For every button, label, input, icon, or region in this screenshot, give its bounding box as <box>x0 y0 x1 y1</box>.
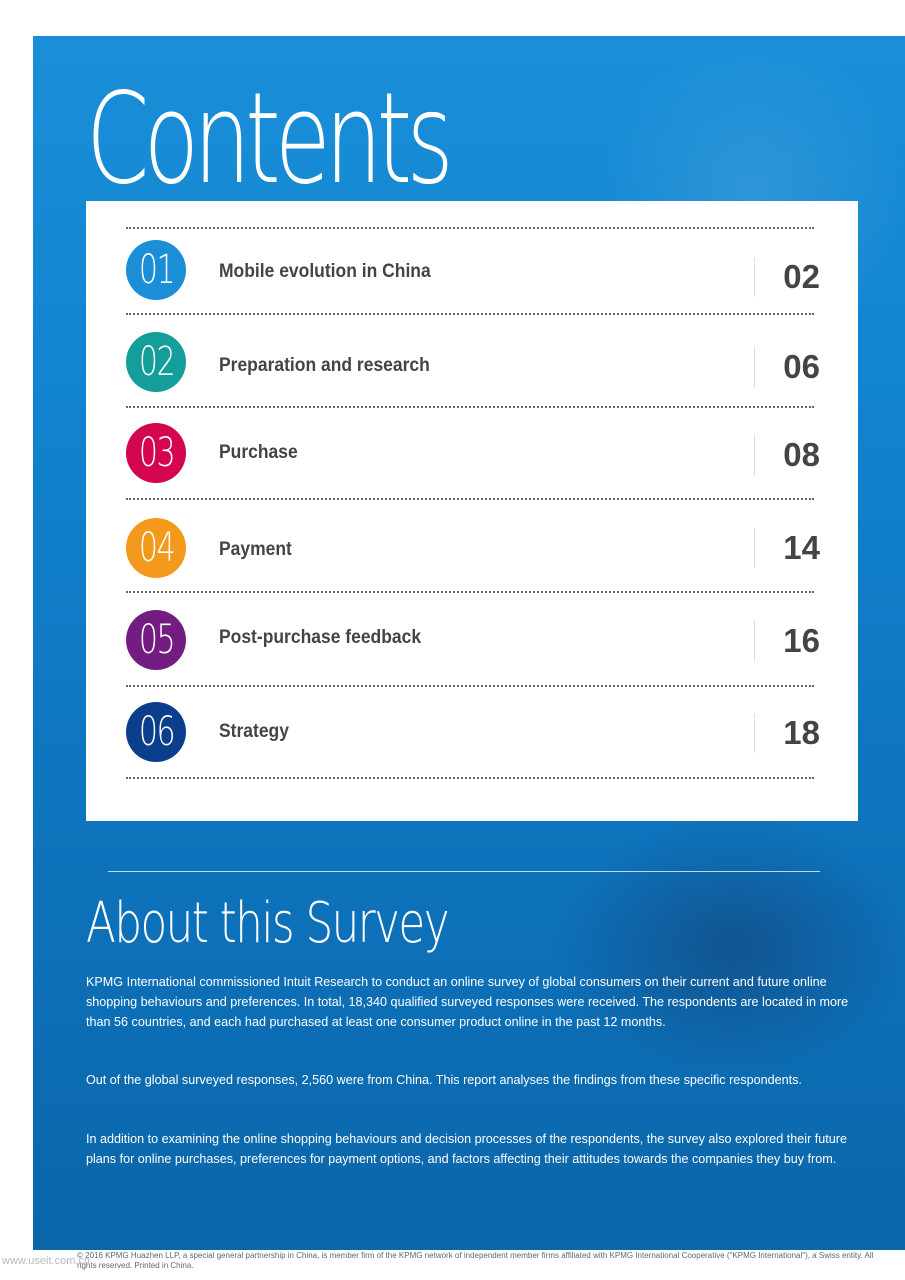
dotted-separator <box>126 406 814 408</box>
toc-divider <box>754 621 755 661</box>
about-paragraph-2: Out of the global surveyed responses, 2,… <box>86 1073 802 1087</box>
toc-divider <box>754 528 755 568</box>
about-paragraph-1: KPMG International commissioned Intuit R… <box>86 975 849 1029</box>
toc-item-3[interactable]: 03 Purchase 08 <box>86 416 858 496</box>
contents-title: Contents <box>86 65 454 212</box>
toc-number-circle: 06 <box>126 702 186 762</box>
toc-number-circle: 04 <box>126 518 186 578</box>
toc-label: Payment <box>219 539 292 560</box>
toc-page-number: 16 <box>783 622 820 659</box>
toc-label: Post-purchase feedback <box>219 627 422 648</box>
toc-label: Purchase <box>219 442 298 463</box>
toc-label: Preparation and research <box>219 355 430 376</box>
dotted-separator <box>126 777 814 779</box>
toc-number-circle: 03 <box>126 423 186 483</box>
toc-page-number: 08 <box>783 436 820 473</box>
toc-divider <box>754 257 755 297</box>
toc-page-number: 18 <box>783 714 820 751</box>
toc-page-number: 14 <box>783 529 820 566</box>
toc-item-1[interactable]: 01 Mobile evolution in China 02 <box>86 237 858 317</box>
dotted-separator <box>126 313 814 315</box>
dotted-separator <box>126 685 814 687</box>
toc-number-circle: 05 <box>126 610 186 670</box>
toc-item-4[interactable]: 04 Payment 14 <box>86 511 858 591</box>
toc-divider <box>754 435 755 475</box>
section-rule <box>108 871 820 872</box>
toc-page-number: 02 <box>783 258 820 295</box>
toc-label: Strategy <box>219 721 289 742</box>
dotted-separator <box>126 498 814 500</box>
about-title: About this Survey <box>86 891 450 956</box>
toc-number-circle: 02 <box>126 332 186 392</box>
toc-item-2[interactable]: 02 Preparation and research 06 <box>86 327 858 407</box>
toc-item-5[interactable]: 05 Post-purchase feedback 16 <box>86 603 858 683</box>
toc-divider <box>754 713 755 753</box>
toc-divider <box>754 347 755 387</box>
dotted-separator <box>126 591 814 593</box>
dotted-separator <box>126 227 814 229</box>
copyright-footer: © 2016 KPMG Huazhen LLP, a special gener… <box>77 1251 874 1270</box>
toc-card: 01 Mobile evolution in China 02 02 Prepa… <box>86 201 858 821</box>
toc-page-number: 06 <box>783 348 820 385</box>
toc-number-circle: 01 <box>126 240 186 300</box>
watermark: www.useit.com.cn <box>2 1255 91 1267</box>
about-paragraph-3: In addition to examining the online shop… <box>86 1132 848 1166</box>
toc-item-6[interactable]: 06 Strategy 18 <box>86 697 858 777</box>
toc-label: Mobile evolution in China <box>219 261 431 282</box>
